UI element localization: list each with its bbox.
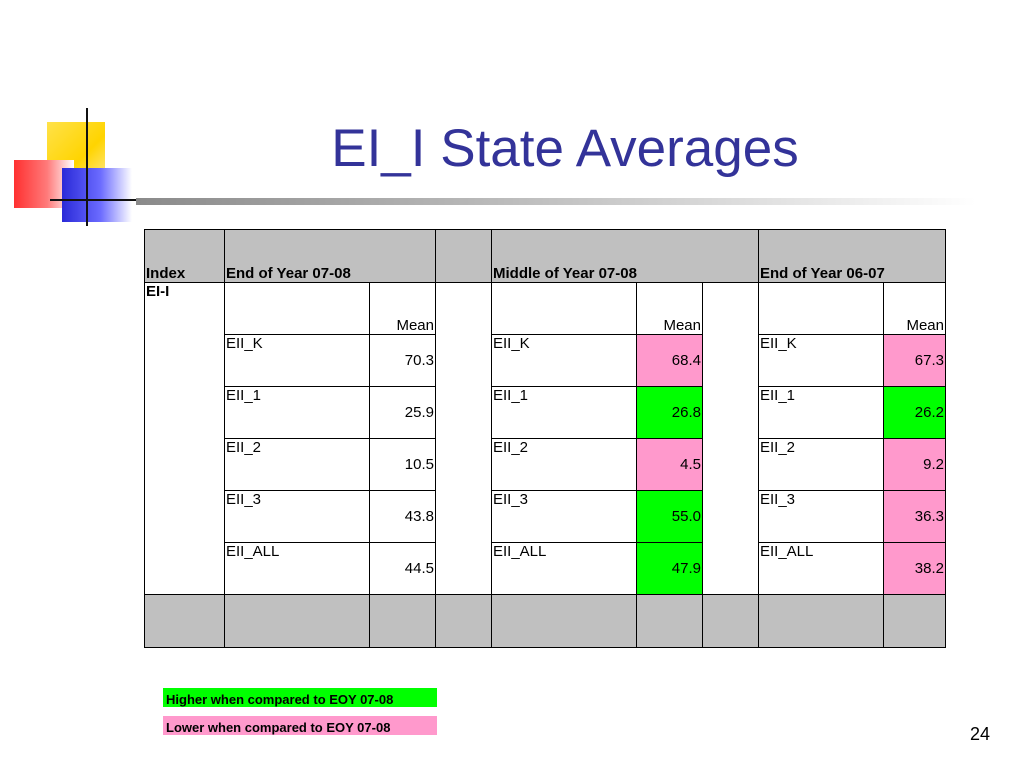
value-moy-0708: 47.9 [636, 542, 703, 595]
value-eoy-0708: 43.8 [369, 490, 436, 543]
table-row: EII_2 10.5 EII_2 4.5 EII_2 9.2 [145, 438, 946, 491]
legend-lower: Lower when compared to EOY 07-08 [163, 716, 437, 735]
row-label: EII_2 [758, 438, 884, 491]
row-label: EII_ALL [491, 542, 637, 595]
row-label: EII_3 [224, 490, 370, 543]
row-label: EII_2 [491, 438, 637, 491]
row-label: EII_1 [758, 386, 884, 439]
value-eoy-0607: 38.2 [883, 542, 946, 595]
row-label: EII_1 [224, 386, 370, 439]
value-moy-0708: 68.4 [636, 334, 703, 387]
averages-table: Index End of Year 07-08 Middle of Year 0… [144, 229, 946, 648]
table-row: EII_1 25.9 EII_1 26.8 EII_1 26.2 [145, 386, 946, 439]
header-spacer [435, 229, 492, 283]
value-moy-0708: 55.0 [636, 490, 703, 543]
mean-label-row: EI-I Mean Mean Mean [144, 282, 946, 595]
footer-cell [702, 594, 759, 648]
spacer-column [435, 282, 492, 595]
row-label: EII_ALL [224, 542, 370, 595]
header-eoy-0607: End of Year 06-07 [758, 229, 946, 283]
table-row: EII_3 43.8 EII_3 55.0 EII_3 36.3 [145, 490, 946, 543]
value-eoy-0607: 36.3 [883, 490, 946, 543]
logo-blue-square [62, 168, 132, 222]
footer-cell [491, 594, 637, 648]
empty-cell [491, 282, 637, 335]
title-underline [136, 198, 976, 205]
value-eoy-0607: 67.3 [883, 334, 946, 387]
footer-cell [758, 594, 884, 648]
empty-cell [224, 282, 370, 335]
row-label: EII_2 [224, 438, 370, 491]
slide-title: EI_I State Averages [331, 119, 799, 178]
logo-vertical-line [86, 108, 88, 226]
mean-label: Mean [883, 282, 946, 335]
value-eoy-0708: 44.5 [369, 542, 436, 595]
row-label: EII_K [491, 334, 637, 387]
header-moy-0708: Middle of Year 07-08 [491, 229, 759, 283]
table-row: EII_ALL 44.5 EII_ALL 47.9 EII_ALL 38.2 [145, 542, 946, 595]
footer-cell [224, 594, 370, 648]
value-eoy-0708: 25.9 [369, 386, 436, 439]
row-label: EII_K [224, 334, 370, 387]
value-moy-0708: 4.5 [636, 438, 703, 491]
row-label: EII_K [758, 334, 884, 387]
table-footer-row [144, 594, 946, 648]
value-eoy-0607: 26.2 [883, 386, 946, 439]
value-eoy-0607: 9.2 [883, 438, 946, 491]
value-moy-0708: 26.8 [636, 386, 703, 439]
header-eoy-0708: End of Year 07-08 [224, 229, 436, 283]
row-label: EII_3 [758, 490, 884, 543]
footer-cell [144, 594, 225, 648]
value-eoy-0708: 10.5 [369, 438, 436, 491]
row-label: EII_ALL [758, 542, 884, 595]
mean-label: Mean [369, 282, 436, 335]
empty-cell [758, 282, 884, 335]
header-index: Index [144, 229, 225, 283]
legend-higher: Higher when compared to EOY 07-08 [163, 688, 437, 707]
footer-cell [883, 594, 946, 648]
logo-horizontal-line [50, 199, 150, 201]
footer-cell [369, 594, 436, 648]
footer-cell [636, 594, 703, 648]
spacer-column [702, 282, 759, 595]
table-header-row: Index End of Year 07-08 Middle of Year 0… [144, 229, 946, 283]
value-eoy-0708: 70.3 [369, 334, 436, 387]
table-row: EII_K 70.3 EII_K 68.4 EII_K 67.3 [145, 334, 946, 387]
decorative-logo [0, 0, 150, 240]
row-label: EII_3 [491, 490, 637, 543]
mean-label: Mean [636, 282, 703, 335]
footer-cell [435, 594, 492, 648]
index-cell: EI-I [144, 282, 225, 595]
page-number: 24 [969, 724, 990, 744]
row-label: EII_1 [491, 386, 637, 439]
